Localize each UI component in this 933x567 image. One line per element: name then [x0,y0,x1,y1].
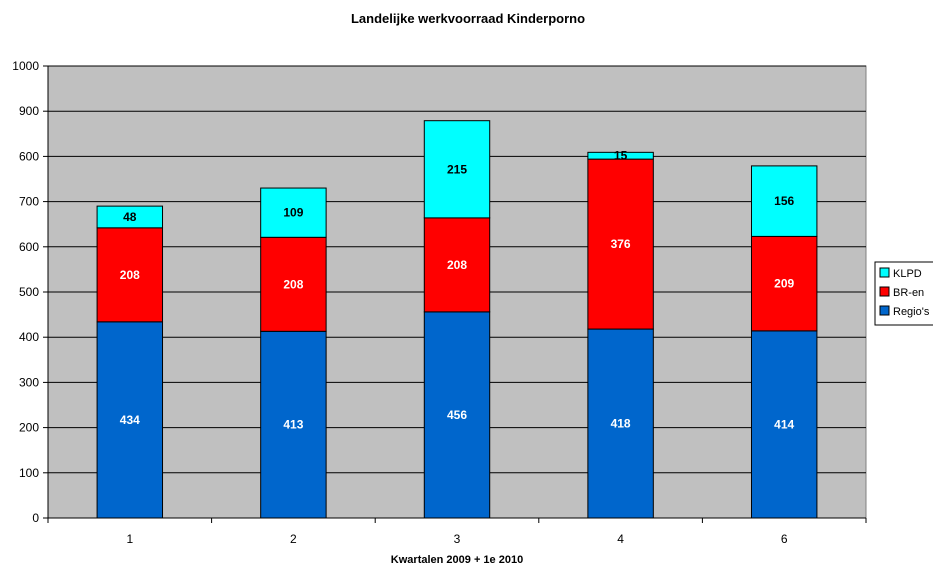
data-label: 208 [120,268,140,282]
y-tick-label: 400 [19,330,39,344]
data-label: 456 [447,408,467,422]
bar-segment [587,328,654,519]
x-tick-label: 6 [781,532,788,546]
bar-segment [96,321,164,519]
bar-segment [587,151,654,160]
axes: 0 100 200 300 400 500 600 700 600 900 1000 1 2 3 4 6 [12,59,867,546]
bar-segment [260,330,327,519]
bar-segment [423,217,491,313]
y-tick-label: 100 [19,466,39,480]
data-label: 414 [774,417,794,431]
y-tick-label: 500 [19,285,39,299]
data-label: 208 [283,277,303,291]
legend-label: BR-en [893,287,924,299]
data-label: 418 [611,417,631,431]
data-label: 413 [283,418,303,432]
bar-segment [750,330,818,519]
bar-segment [423,120,491,219]
y-tick-label: 900 [19,104,39,118]
x-tick-label: 2 [290,532,297,546]
y-tick-label: 1000 [12,59,39,73]
legend-label: KLPD [893,268,922,280]
bar-segment [750,235,818,332]
legend-swatch [879,305,890,316]
y-tick-label: 600 [19,149,39,163]
bar-segment [423,311,491,519]
x-tick-label: 4 [617,532,624,546]
x-tick-label: 1 [126,532,133,546]
data-label: 208 [447,258,467,272]
data-label: 209 [774,277,794,291]
data-label: 434 [120,413,140,427]
bar-segment [96,205,164,229]
data-label: 215 [447,162,467,176]
data-label: 376 [611,237,631,251]
legend: KLPD BR-en Regio's [874,261,933,326]
data-label: 109 [283,206,303,220]
data-label: 48 [123,210,137,224]
chart-title: Landelijke werkvoorraad Kinderporno [351,11,585,26]
bar-segment [750,165,818,237]
x-axis-label: Kwartalen 2009 + 1e 2010 [391,554,523,566]
gridlines [48,65,866,474]
bar-segment [260,187,327,238]
x-tick-label: 3 [454,532,461,546]
legend-swatch [879,286,890,297]
y-tick-label: 700 [19,195,39,209]
y-tick-label: 200 [19,421,39,435]
y-tick-label: 0 [32,511,39,525]
legend-label: Regio's [893,306,930,318]
legend-swatch [879,267,890,278]
bar-segment [96,227,164,323]
y-tick-label: 600 [19,240,39,254]
data-label: 15 [614,149,628,163]
data-label: 156 [774,194,794,208]
y-tick-label: 300 [19,375,39,389]
bars-group: 434 208 48 413 208 109 456 208 215 418 376 15 414 209… [96,120,818,519]
